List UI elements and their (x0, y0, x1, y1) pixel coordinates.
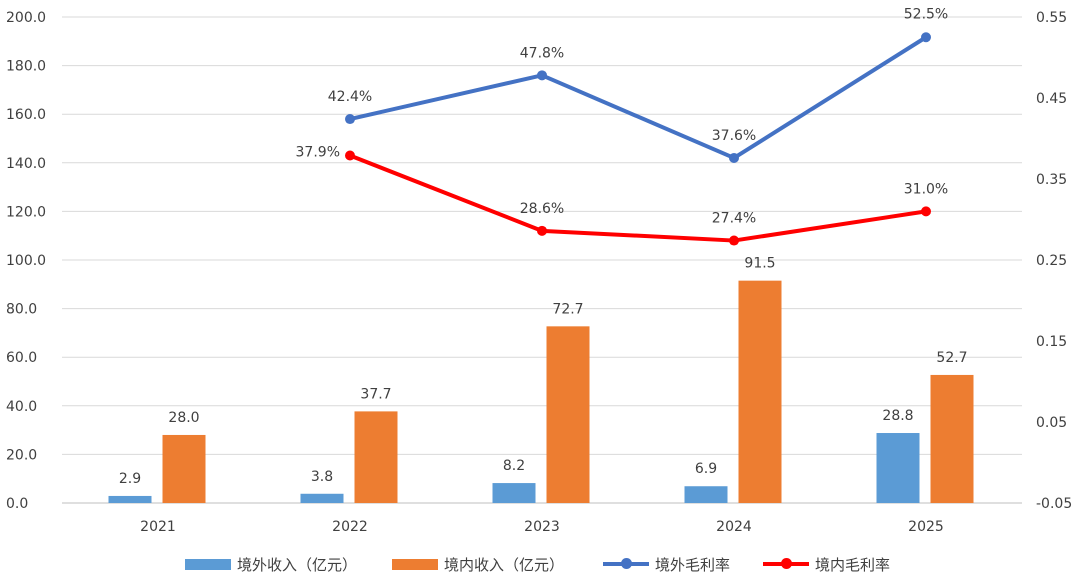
legend-swatch-overseas-revenue (185, 558, 231, 570)
line-point (921, 32, 931, 43)
line-data-label: 27.4% (712, 211, 756, 227)
right-tick-label: 0.45 (1036, 91, 1067, 107)
left-tick-label: 180.0 (6, 59, 46, 75)
left-tick-label: 40.0 (6, 399, 37, 415)
bar (300, 493, 344, 503)
x-tick-label: 2021 (140, 519, 176, 535)
bar-data-label: 28.0 (168, 410, 199, 426)
legend-line-overseas-margin (603, 558, 649, 569)
right-tick-label: 0.25 (1036, 253, 1067, 269)
bar (876, 433, 920, 503)
legend-label: 境内收入（亿元） (444, 555, 565, 574)
line-point (729, 152, 739, 163)
left-tick-label: 0.0 (6, 496, 28, 512)
series-line (348, 153, 928, 243)
line-data-label: 37.9% (296, 145, 340, 161)
line-series (345, 32, 931, 246)
x-tick-label: 2024 (716, 519, 752, 535)
legend-label: 境外毛利率 (655, 555, 731, 574)
bar-data-label: 2.9 (119, 471, 141, 487)
bar (738, 280, 782, 503)
bar (162, 434, 206, 503)
legend-item-overseas-revenue[interactable]: 境外收入（亿元） (185, 551, 357, 577)
bar-data-label: 72.7 (552, 301, 583, 317)
bar-data-label: 37.7 (360, 386, 391, 402)
legend-item-domestic-margin[interactable]: 境内毛利率 (763, 551, 890, 577)
line-data-label: 37.6% (712, 128, 756, 144)
right-tick-label: -0.05 (1036, 496, 1072, 512)
line-point (729, 235, 739, 246)
left-tick-label: 60.0 (6, 350, 37, 366)
gridlines (62, 16, 1022, 504)
right-axis: -0.05 0.05 0.15 0.25 0.35 0.45 0.55 (1036, 10, 1072, 512)
x-tick-label: 2025 (908, 519, 944, 535)
left-tick-label: 80.0 (6, 302, 37, 318)
left-tick-label: 20.0 (6, 447, 37, 463)
series-line (348, 35, 928, 160)
bar-data-label: 91.5 (744, 256, 775, 272)
legend-line-domestic-margin (763, 558, 809, 569)
bar (684, 486, 728, 503)
bar (354, 411, 398, 503)
line-data-label: 28.6% (520, 201, 564, 217)
right-tick-label: 0.35 (1036, 172, 1067, 188)
line-point (537, 70, 547, 81)
left-tick-label: 200.0 (6, 10, 46, 26)
x-axis: 2021 2022 2023 2024 2025 (62, 502, 1022, 535)
combo-chart: 0.0 20.0 40.0 60.0 80.0 100.0 120.0 140.0 160.0 1… (6, 6, 1072, 535)
bar (546, 326, 590, 503)
right-tick-label: 0.15 (1036, 334, 1067, 350)
bar (930, 374, 974, 503)
legend: 境外收入（亿元） 境内收入（亿元） 境外毛利率 境内毛利率 (0, 551, 1080, 577)
bar-data-label: 8.2 (503, 458, 525, 474)
data-labels: 2.9 3.8 8.2 6.9 28.8 28.0 37.7 72.7 91.5 52.7 42.4… (119, 6, 968, 487)
line-point (345, 114, 355, 125)
legend-item-overseas-margin[interactable]: 境外毛利率 (603, 551, 730, 577)
right-tick-label: 0.05 (1036, 415, 1067, 431)
bar-data-label: 6.9 (695, 461, 717, 477)
legend-label: 境外收入（亿元） (237, 555, 358, 574)
line-data-label: 42.4% (328, 89, 372, 105)
line-data-label: 47.8% (520, 45, 564, 61)
bar-data-label: 3.8 (311, 469, 333, 485)
line-point (537, 225, 547, 236)
x-tick-label: 2023 (524, 519, 560, 535)
legend-swatch-domestic-revenue (392, 558, 438, 570)
left-axis: 0.0 20.0 40.0 60.0 80.0 100.0 120.0 140.0 160.0 1… (6, 10, 46, 512)
bar-data-label: 52.7 (936, 350, 967, 366)
bar-series (108, 280, 974, 503)
bar (108, 495, 152, 503)
line-point (921, 206, 931, 217)
line-data-label: 31.0% (904, 181, 948, 197)
legend-label: 境内毛利率 (815, 555, 891, 574)
left-tick-label: 100.0 (6, 253, 46, 269)
left-tick-label: 160.0 (6, 107, 46, 123)
left-tick-label: 120.0 (6, 204, 46, 220)
line-point (345, 150, 355, 161)
left-tick-label: 140.0 (6, 156, 46, 172)
x-tick-label: 2022 (332, 519, 368, 535)
bar (492, 483, 536, 503)
right-tick-label: 0.55 (1036, 10, 1067, 26)
bar-data-label: 28.8 (882, 408, 913, 424)
legend-item-domestic-revenue[interactable]: 境内收入（亿元） (392, 551, 564, 577)
line-data-label: 52.5% (904, 6, 948, 22)
